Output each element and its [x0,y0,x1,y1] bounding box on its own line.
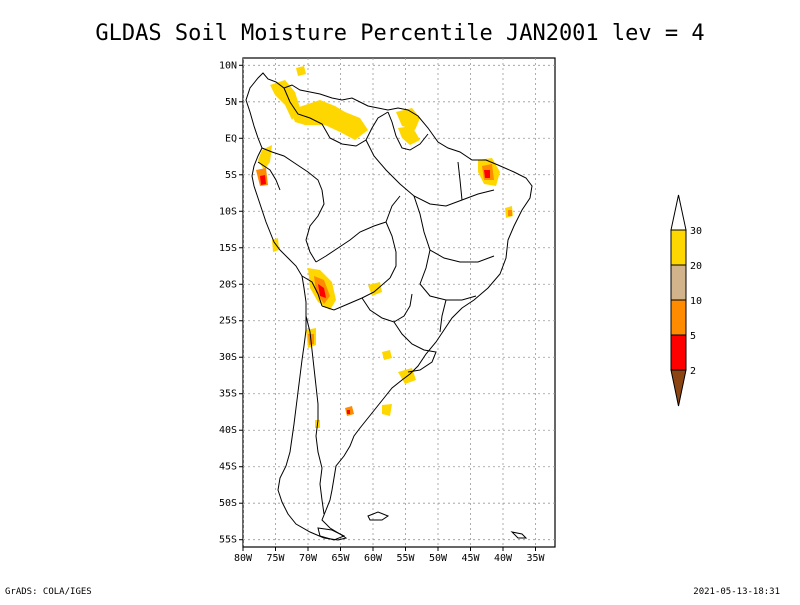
lon-label: 80W [234,553,253,564]
lon-label: 65W [331,553,350,564]
shade-2-5-ecuador [260,175,266,185]
lat-label: 45S [219,462,237,473]
island-northeast-brazil [510,531,528,539]
lat-label: 10S [219,206,237,217]
border-peru-brazil [305,189,325,263]
colorbar-label-10: 10 [690,296,702,307]
border-bolivia-paraguay [321,277,391,311]
shade-20-30-bolivia-east [368,282,382,296]
border-colombia-venezuela [283,87,331,139]
lat-label: EQ [225,133,237,144]
colorbar-above-30 [670,194,687,231]
colorbar-label-5: 5 [690,331,696,342]
lat-label: 20S [219,279,237,290]
south-america-coastline [245,72,533,541]
border-bolivia-chile [301,275,323,307]
lon-label: 35W [526,553,545,564]
colorbar-legend: 30 20 10 5 2 [670,194,702,407]
shade-20-30-argentina-north [382,350,392,360]
colorbar-2-5 [670,334,687,371]
border-brazil-bolivia [315,221,397,279]
lat-axis-labels: 10N 5N EQ 5S 10S 15S 20S 25S 30S 35S 40S 45S 50S 55S [219,60,243,546]
shade-20-30-northwest [296,66,306,76]
footer-timestamp: 2021-05-13-18:31 [693,587,780,597]
shade-20-30-colombia-venezuela [290,100,368,140]
border-ecuador-peru [257,161,281,191]
falkland-islands [367,511,390,521]
lon-label: 70W [299,553,318,564]
lat-label: 5S [225,170,237,181]
colorbar-10-20 [670,264,687,301]
shade-2-5-bolivia [318,284,326,298]
shade-20-30-pampas [382,404,392,416]
lon-label: 40W [494,553,513,564]
shade-2-5-brazil-northeast [484,170,490,178]
lat-label: 50S [219,498,237,509]
shade-2-5-pampas [347,410,350,414]
lat-label: 15S [219,243,237,254]
footer-credit: GrADS: COLA/IGES [5,587,92,597]
border-argentina-brazil-uruguay [393,321,437,373]
colorbar-below-2 [670,369,687,407]
lat-label: 40S [219,425,237,436]
lon-label: 50W [429,553,448,564]
lon-label: 55W [396,553,415,564]
border-brazil-internal [365,139,495,207]
map-frame [242,57,556,548]
lat-label: 30S [219,352,237,363]
map-title: GLDAS Soil Moisture Percentile JAN2001 l… [95,21,704,46]
coastlines [245,72,533,541]
border-colombia-peru [261,147,323,191]
lon-axis-labels: 80W 75W 70W 65W 60W 55W 50W 45W 40W 35W [234,547,546,564]
lon-label: 75W [266,553,285,564]
lon-label: 45W [461,553,480,564]
percentile-shading [256,66,513,428]
border-argentina-chile [305,315,325,515]
shade-5-10-brazil-east [508,210,512,216]
colorbar-20-30 [670,229,687,266]
border-brazil-states-a [413,195,495,263]
lon-label: 60W [364,553,383,564]
border-guyana [387,111,429,151]
colorbar-label-2: 2 [690,366,696,377]
lat-label: 55S [219,535,237,546]
tierra-del-fuego [317,527,346,541]
border-brazil-states-b [419,249,477,301]
lat-label: 35S [219,389,237,400]
border-brazil-states-d [457,161,463,201]
colorbar-5-10 [670,299,687,336]
colorbar-label-20: 20 [690,261,702,272]
shade-20-30-guiana-south [398,126,420,145]
lat-label: 10N [219,60,237,71]
border-brazil-states-c [385,195,401,223]
border-brazil-states-e [439,299,447,333]
lat-label: 5N [225,97,237,108]
graticule [243,58,555,547]
lat-label: 25S [219,316,237,327]
colorbar-label-30: 30 [690,226,702,237]
